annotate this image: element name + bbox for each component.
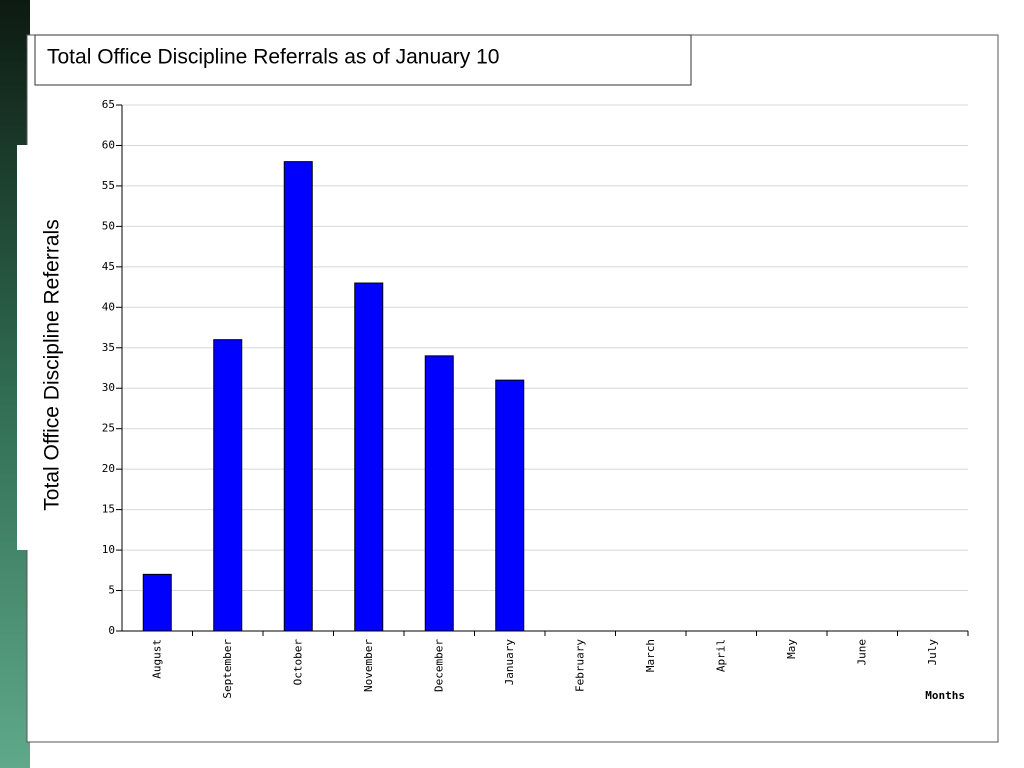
x-tick-label: September — [221, 639, 234, 699]
title-box — [34, 34, 692, 86]
x-axis-label: Months — [925, 689, 965, 702]
y-tick-label: 25 — [102, 422, 115, 435]
y-label-box — [17, 145, 77, 550]
y-tick-label: 40 — [102, 300, 115, 313]
y-tick-label: 30 — [102, 381, 115, 394]
y-tick-label: 50 — [102, 219, 115, 232]
x-tick-label: February — [573, 639, 586, 692]
bar — [283, 161, 313, 632]
x-tick-label: December — [432, 639, 445, 692]
x-tick-label: July — [926, 639, 939, 666]
x-tick-label: May — [785, 639, 798, 659]
x-tick-label: June — [855, 639, 868, 666]
y-tick-label: 10 — [102, 543, 115, 556]
y-tick-label: 0 — [108, 624, 115, 637]
bar — [354, 282, 384, 632]
y-tick-label: 20 — [102, 462, 115, 475]
y-tick-label: 35 — [102, 341, 115, 354]
bar — [142, 573, 172, 632]
chart-title: Total Office Discipline Referrals as of … — [47, 46, 499, 69]
y-tick-label: 65 — [102, 98, 115, 111]
y-tick-label: 55 — [102, 179, 115, 192]
bar — [495, 379, 525, 632]
x-tick-label: November — [362, 639, 375, 692]
y-axis-label: Total Office Discipline Referrals — [41, 219, 64, 510]
x-tick-label: August — [150, 639, 163, 679]
y-tick-label: 45 — [102, 260, 115, 273]
y-tick-label: 60 — [102, 138, 115, 151]
y-tick-label: 15 — [102, 503, 115, 516]
x-tick-label: January — [503, 639, 516, 686]
x-tick-label: October — [291, 639, 304, 686]
y-tick-label: 5 — [108, 584, 115, 597]
x-tick-label: March — [644, 639, 657, 672]
bar — [424, 355, 454, 632]
bar — [213, 339, 243, 632]
x-tick-label: April — [714, 639, 727, 672]
